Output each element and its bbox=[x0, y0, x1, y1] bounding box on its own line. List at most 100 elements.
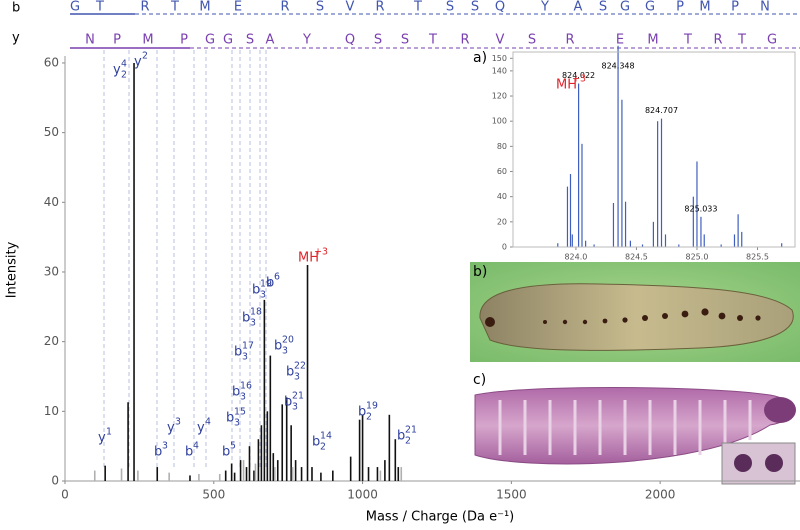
ion-label: b bbox=[286, 365, 294, 380]
residue: R bbox=[375, 0, 384, 15]
residue: P bbox=[180, 33, 188, 48]
ion-label: MH bbox=[298, 251, 319, 266]
ion-label: b bbox=[266, 276, 274, 291]
residue: A bbox=[266, 33, 275, 48]
y-tick-label: 40 bbox=[497, 192, 507, 201]
ion-sub: 3 bbox=[242, 352, 248, 363]
residue: R bbox=[460, 33, 469, 48]
ion-label: b bbox=[154, 445, 162, 460]
y-tick-label: 60 bbox=[44, 55, 59, 69]
residue: T bbox=[95, 0, 104, 15]
y-tick-label: 40 bbox=[44, 195, 59, 209]
residue: V bbox=[346, 0, 355, 15]
peak-label: 824.707 bbox=[645, 106, 678, 115]
residue: Y bbox=[540, 0, 549, 15]
ion-sup: 4 bbox=[193, 441, 199, 452]
residue: A bbox=[574, 0, 583, 15]
residue: G bbox=[620, 0, 630, 15]
ion-label: b bbox=[234, 345, 242, 360]
ion-label: b bbox=[185, 445, 193, 460]
residue: T bbox=[428, 33, 437, 48]
image-b bbox=[470, 262, 800, 362]
x-tick-label: 825.5 bbox=[746, 253, 769, 262]
residue: G bbox=[223, 33, 233, 48]
ion-sup: 16 bbox=[240, 381, 252, 392]
residue: S bbox=[374, 33, 382, 48]
residue: S bbox=[599, 0, 607, 15]
residue: M bbox=[647, 33, 658, 48]
y-tick-label: 0 bbox=[51, 474, 59, 488]
residue: Q bbox=[345, 33, 355, 48]
residue: G bbox=[205, 33, 215, 48]
residue: R bbox=[280, 0, 289, 15]
residue: R bbox=[713, 33, 722, 48]
y-tick-label: 50 bbox=[44, 125, 59, 139]
ion-sup: 15 bbox=[234, 407, 246, 418]
y-tick-label: 150 bbox=[492, 54, 507, 63]
ion-label: MH bbox=[556, 78, 577, 93]
ion-sup: 14 bbox=[320, 431, 332, 442]
ion-label: b bbox=[284, 395, 292, 410]
peak-label: 825.033 bbox=[684, 204, 717, 213]
residue: P bbox=[113, 33, 121, 48]
ion-sup: 3 bbox=[162, 441, 168, 452]
x-tick-label: 825.0 bbox=[686, 253, 709, 262]
ion-label: b bbox=[274, 339, 282, 354]
y-axis-label: Intensity bbox=[5, 241, 20, 298]
ion-sub: 2 bbox=[320, 442, 326, 453]
ion-sup: 2 bbox=[142, 51, 148, 62]
y-tick-label: 140 bbox=[492, 66, 507, 75]
residue: T bbox=[683, 33, 692, 48]
ion-sup: 22 bbox=[294, 361, 306, 372]
ion-sup: 17 bbox=[242, 341, 254, 352]
residue: S bbox=[446, 0, 454, 15]
ion-label: b bbox=[312, 435, 320, 450]
ion-label: y bbox=[167, 421, 175, 436]
residue: T bbox=[170, 0, 179, 15]
residue: P bbox=[676, 0, 684, 15]
residue: G bbox=[767, 33, 777, 48]
ion-sup: 21 bbox=[405, 425, 417, 436]
residue: M bbox=[142, 33, 153, 48]
residue: T bbox=[413, 0, 422, 15]
residue: S bbox=[246, 33, 254, 48]
ion-label: b bbox=[252, 283, 260, 298]
ion-sub: 3 bbox=[250, 318, 256, 329]
ion-sup: +3 bbox=[314, 247, 328, 258]
ion-sub: 3 bbox=[294, 372, 300, 383]
ion-label: y bbox=[98, 431, 106, 446]
ion-sub: 3 bbox=[292, 402, 298, 413]
chart: 0 20 40 60 80 100 120 140 150 824.0 824.5 825.0 825.… bbox=[492, 45, 795, 262]
residue: Y bbox=[302, 33, 311, 48]
x-tick-label: 824.0 bbox=[564, 253, 587, 262]
ion-sup: 5 bbox=[230, 441, 236, 452]
inset-frame bbox=[512, 51, 796, 248]
ion-label: b bbox=[232, 385, 240, 400]
residue: E bbox=[616, 33, 624, 48]
ion-sup: 19 bbox=[366, 401, 378, 412]
residue: G bbox=[70, 0, 80, 15]
y-tick-label: 0 bbox=[502, 243, 507, 252]
image-c bbox=[470, 370, 800, 485]
ion-label: y bbox=[197, 421, 205, 436]
y-tick-label: 20 bbox=[44, 334, 59, 348]
residue: S bbox=[528, 33, 536, 48]
x-tick-label: 1500 bbox=[496, 488, 527, 502]
residue: E bbox=[234, 0, 242, 15]
y-tick-label: 10 bbox=[44, 404, 59, 418]
b-row-label: b bbox=[12, 1, 20, 16]
ion-sub: 3 bbox=[234, 418, 240, 429]
ion-sup: 21 bbox=[292, 391, 304, 402]
y-tick-label: 80 bbox=[497, 142, 507, 151]
ion-label: b bbox=[242, 311, 250, 326]
residue: N bbox=[85, 33, 95, 48]
ion-sub: 2 bbox=[121, 70, 127, 81]
ion-label: b bbox=[358, 405, 366, 420]
y-tick-label: 100 bbox=[492, 117, 507, 126]
ion-label: b bbox=[222, 445, 230, 460]
residue: Q bbox=[495, 0, 505, 15]
ion-label: b bbox=[397, 429, 405, 444]
x-axis-label: Mass / Charge (Da e⁻¹) bbox=[366, 510, 514, 525]
